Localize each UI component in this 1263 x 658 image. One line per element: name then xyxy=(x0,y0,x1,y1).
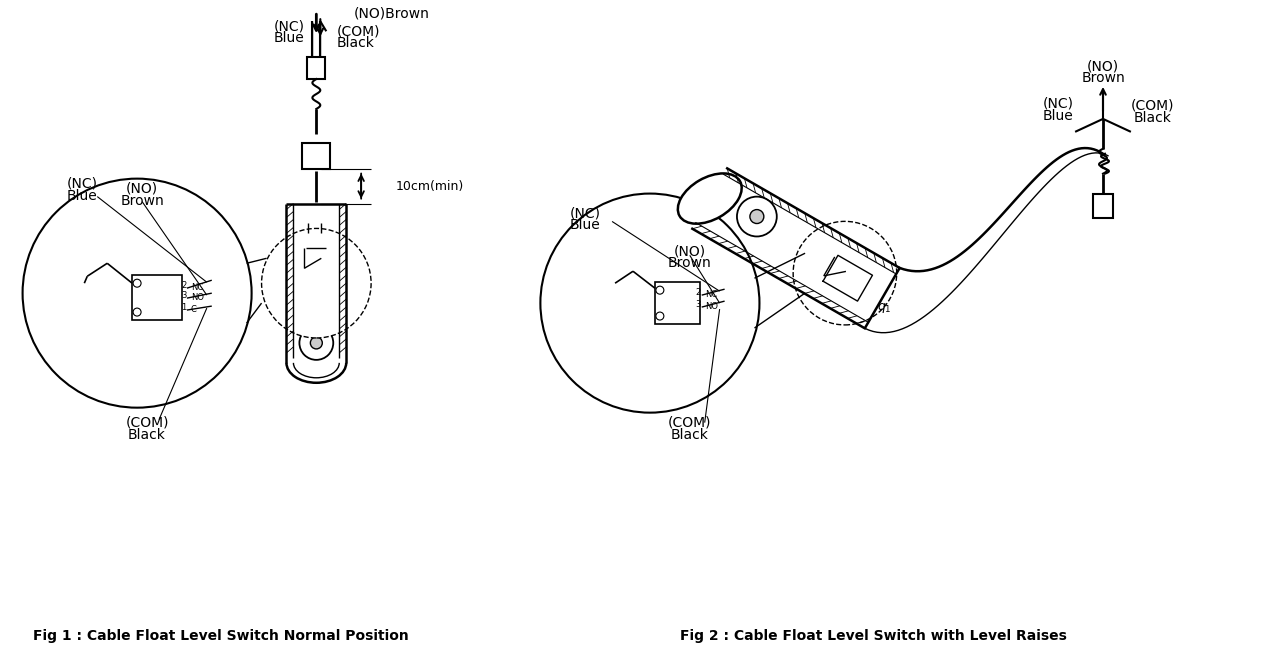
Bar xyxy=(298,234,335,313)
Text: Blue: Blue xyxy=(67,189,97,203)
Circle shape xyxy=(299,326,333,360)
Text: NC: NC xyxy=(705,290,717,299)
Text: Blue: Blue xyxy=(274,31,304,45)
Bar xyxy=(655,282,700,324)
Text: 2: 2 xyxy=(182,281,187,290)
Circle shape xyxy=(793,221,897,325)
Bar xyxy=(307,57,326,79)
Circle shape xyxy=(313,245,320,251)
Circle shape xyxy=(261,228,371,338)
Circle shape xyxy=(856,291,861,297)
Circle shape xyxy=(23,178,251,408)
Text: (COM): (COM) xyxy=(1132,99,1175,113)
Circle shape xyxy=(736,197,777,236)
Text: (NO): (NO) xyxy=(1087,59,1119,73)
Circle shape xyxy=(133,279,141,287)
Text: (NO): (NO) xyxy=(673,244,706,259)
Text: (NC): (NC) xyxy=(67,176,97,191)
Bar xyxy=(133,275,182,320)
Text: 2: 2 xyxy=(695,288,701,297)
Circle shape xyxy=(655,312,664,320)
Text: Brown: Brown xyxy=(1081,71,1125,85)
Circle shape xyxy=(133,308,141,316)
Circle shape xyxy=(861,285,865,290)
Circle shape xyxy=(306,290,312,296)
Text: Black: Black xyxy=(671,428,709,442)
Text: Black: Black xyxy=(128,428,165,442)
Text: $q_1$: $q_1$ xyxy=(878,301,892,315)
Text: (NC): (NC) xyxy=(273,19,304,34)
Text: NO: NO xyxy=(191,293,203,302)
Text: C: C xyxy=(191,305,197,314)
Circle shape xyxy=(318,300,325,306)
Circle shape xyxy=(311,337,322,349)
Text: Fig 1 : Cable Float Level Switch Normal Position: Fig 1 : Cable Float Level Switch Normal … xyxy=(33,628,408,643)
Text: (NC): (NC) xyxy=(1043,97,1074,111)
Text: Fig 2 : Cable Float Level Switch with Level Raises: Fig 2 : Cable Float Level Switch with Le… xyxy=(679,628,1067,643)
Text: Black: Black xyxy=(1134,111,1172,125)
Text: NO: NO xyxy=(705,302,717,311)
Text: (COM): (COM) xyxy=(336,24,380,38)
Bar xyxy=(302,143,331,168)
Circle shape xyxy=(655,286,664,294)
Text: (NO): (NO) xyxy=(126,182,158,195)
Text: 1: 1 xyxy=(182,303,187,312)
Text: 3: 3 xyxy=(181,291,187,300)
Text: 10cm(min): 10cm(min) xyxy=(397,180,465,193)
Text: Blue: Blue xyxy=(570,218,601,232)
Circle shape xyxy=(541,193,759,413)
Text: Black: Black xyxy=(336,36,374,50)
Text: (NO)Brown: (NO)Brown xyxy=(354,7,429,20)
Text: (COM): (COM) xyxy=(668,416,711,430)
Text: (NC): (NC) xyxy=(570,207,601,220)
Text: (COM): (COM) xyxy=(125,416,169,430)
Bar xyxy=(1092,193,1113,218)
Text: Brown: Brown xyxy=(120,193,164,207)
Circle shape xyxy=(318,290,325,296)
Text: Blue: Blue xyxy=(1043,109,1074,123)
Circle shape xyxy=(750,210,764,224)
Text: 3: 3 xyxy=(695,300,701,309)
Text: NC: NC xyxy=(191,283,203,292)
Ellipse shape xyxy=(678,174,741,224)
Text: Brown: Brown xyxy=(668,256,711,270)
